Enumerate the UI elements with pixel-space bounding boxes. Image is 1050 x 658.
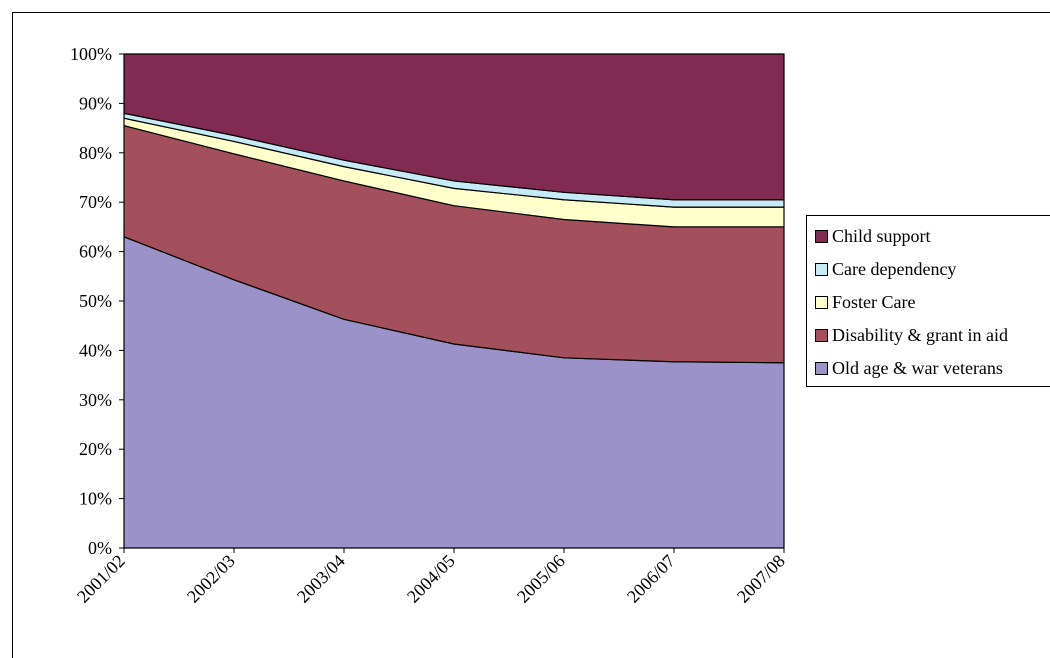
- x-tick-label: 2002/03: [183, 551, 239, 607]
- x-tick-label: 2004/05: [403, 551, 459, 607]
- y-tick-label: 60%: [79, 242, 112, 262]
- x-axis-ticks: 2001/02 2002/03 2003/04 2004/05 2005/06 2006/…: [73, 548, 789, 607]
- area-child-support: [123, 53, 785, 201]
- y-tick-label: 90%: [79, 93, 112, 113]
- x-tick-label: 2007/08: [733, 551, 789, 607]
- legend-swatch-child-support: [815, 229, 828, 243]
- legend-swatch-old-age: [815, 361, 828, 375]
- chart-area: [12, 12, 1050, 658]
- legend-label: Foster Care: [832, 291, 916, 312]
- x-tick-label: 2006/07: [623, 551, 679, 607]
- legend-label: Care dependency: [832, 258, 957, 279]
- legend-item-disability: Disability & grant in aid: [815, 323, 1008, 347]
- legend-item-old-age: Old age & war veterans: [815, 356, 1003, 380]
- y-tick-label: 100%: [70, 44, 112, 64]
- legend-label: Disability & grant in aid: [832, 324, 1008, 345]
- x-tick-label: 2005/06: [513, 551, 569, 607]
- y-tick-label: 10%: [79, 489, 112, 509]
- y-tick-label: 0%: [88, 538, 112, 558]
- legend-item-foster-care: Foster Care: [815, 290, 915, 314]
- x-tick-label: 2003/04: [293, 551, 349, 607]
- y-tick-label: 50%: [79, 291, 112, 311]
- legend-label: Child support: [832, 225, 931, 246]
- y-tick-label: 20%: [79, 439, 112, 459]
- legend-item-care-dependency: Care dependency: [815, 257, 956, 281]
- legend-swatch-care-dependency: [815, 262, 828, 276]
- legend-swatch-disability: [815, 328, 828, 342]
- legend-label: Old age & war veterans: [832, 357, 1003, 378]
- x-tick-label: 2001/02: [73, 551, 129, 607]
- legend: Child support Care dependency Foster Car…: [806, 215, 1050, 387]
- legend-swatch-foster-care: [815, 295, 828, 309]
- y-tick-label: 70%: [79, 192, 112, 212]
- y-tick-label: 30%: [79, 390, 112, 410]
- y-axis-ticks: 0% 10% 20% 30% 40% 50% 60% 70% 80% 90% 100%: [70, 44, 124, 558]
- series-areas: [123, 53, 785, 549]
- y-tick-label: 40%: [79, 340, 112, 360]
- legend-item-child-support: Child support: [815, 224, 931, 248]
- y-tick-label: 80%: [79, 143, 112, 163]
